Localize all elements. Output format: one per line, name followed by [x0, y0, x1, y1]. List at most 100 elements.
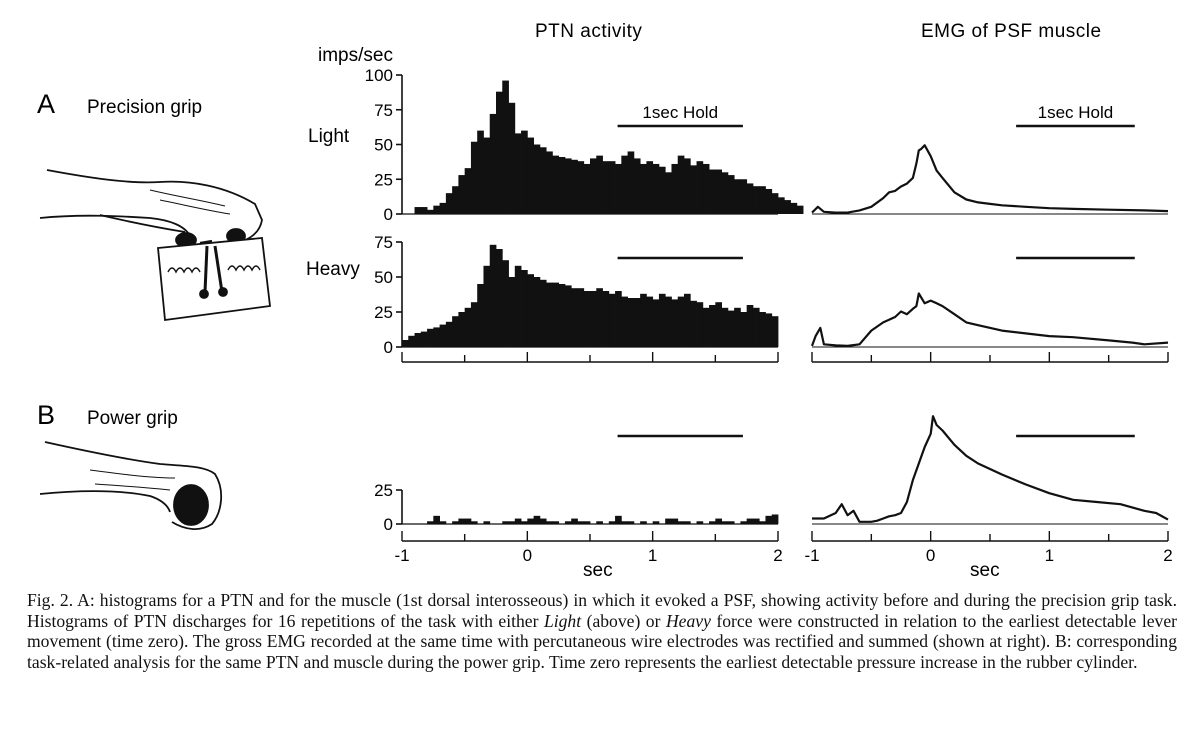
histogram-bar: [646, 296, 654, 347]
figure-caption: Fig. 2. A: histograms for a PTN and for …: [27, 590, 1177, 672]
emg-trace-2: [810, 256, 1169, 363]
histogram-bar: [646, 161, 654, 214]
histogram-bar: [684, 521, 691, 524]
histogram-bar: [671, 299, 679, 347]
histogram-bar: [727, 175, 735, 214]
time-tick-label: 0: [523, 546, 532, 565]
histogram-bar: [508, 521, 516, 524]
histogram-bar: [439, 202, 447, 214]
histogram-bar: [658, 166, 666, 214]
histogram-bar: [665, 296, 672, 347]
histogram-bar: [546, 282, 553, 347]
histogram-bar: [464, 518, 472, 524]
histogram-bar: [677, 521, 685, 524]
y-tick-label: 25: [374, 170, 393, 189]
histogram-bar: [477, 284, 484, 347]
histogram-bar: [596, 288, 603, 347]
histogram-bar: [477, 130, 484, 214]
histogram-bar: [709, 521, 716, 524]
histogram-bar: [427, 209, 434, 214]
histogram-bar: [608, 161, 616, 214]
histogram-bar: [759, 186, 766, 214]
histogram-bar: [546, 521, 553, 524]
histogram-bar: [608, 293, 616, 347]
caption-light: Light: [543, 610, 582, 631]
histogram-bar: [771, 193, 779, 214]
histogram-bar: [696, 161, 704, 214]
histogram-bar: [402, 340, 409, 347]
ptn-histogram-1: 0 25 50 75 100 1sec Hold: [365, 66, 804, 224]
histogram-bar: [521, 130, 528, 214]
histogram-bar: [571, 288, 578, 347]
histogram-bar: [527, 518, 534, 524]
figure: PTN activity EMG of PSF muscle imps/sec …: [37, 21, 1173, 580]
histogram-bar: [690, 165, 697, 214]
histogram-bar: [765, 313, 773, 347]
panel-a-label: Precision grip: [87, 97, 202, 118]
histogram-bar: [652, 521, 660, 524]
histogram-bar: [533, 515, 541, 524]
histogram-bar: [470, 302, 478, 347]
histogram-bar: [502, 260, 509, 347]
ptn-histogram-2: 0 25 50 75: [374, 233, 779, 363]
histogram-bar: [727, 310, 735, 347]
histogram-bar: [539, 147, 547, 214]
histogram-bar: [702, 307, 710, 347]
x-label-ptn: sec: [583, 560, 613, 580]
histogram-bar: [539, 518, 547, 524]
histogram-bar: [508, 277, 516, 347]
histogram-bar: [771, 514, 779, 524]
histogram-bar: [514, 133, 522, 214]
histogram-bar: [621, 521, 628, 524]
hold-label: 1sec Hold: [1038, 103, 1114, 122]
histogram-bar: [740, 179, 748, 214]
histogram-bar: [571, 159, 578, 214]
histogram-bar: [627, 151, 635, 214]
panel-a-letter: A: [37, 89, 55, 119]
histogram-bar: [633, 298, 641, 347]
histogram-bar: [684, 293, 691, 347]
histogram-bar: [564, 285, 572, 347]
histogram-bar: [615, 515, 622, 524]
hold-label: 1sec Hold: [642, 103, 718, 122]
histogram-bar: [577, 521, 585, 524]
y-unit-label: imps/sec: [318, 45, 393, 66]
histogram-bar: [577, 288, 585, 347]
y-tick-label: 0: [384, 205, 393, 224]
histogram-bar: [752, 186, 760, 214]
ptn-histogram-3: 025-1 0 1 2: [374, 434, 783, 565]
histogram-bar: [633, 158, 641, 214]
histogram-bar: [596, 155, 603, 214]
histogram-bar: [445, 193, 453, 214]
histogram-bar: [408, 335, 415, 347]
histogram-bar: [583, 163, 591, 214]
y-tick-label: 25: [374, 481, 393, 500]
histogram-bar: [533, 277, 541, 347]
histogram-bar: [452, 521, 459, 524]
histogram-bar: [702, 163, 710, 214]
histogram-bar: [439, 521, 447, 524]
histogram-bar: [684, 158, 691, 214]
power-grip-drawing: [39, 441, 222, 530]
histogram-bar: [671, 518, 679, 524]
histogram-bar: [746, 305, 754, 347]
histogram-bar: [583, 291, 591, 347]
precision-grip-drawing: [39, 169, 271, 322]
histogram-bar: [740, 521, 748, 524]
histogram-bar: [502, 521, 509, 524]
histogram-bar: [709, 169, 716, 214]
histogram-bar: [740, 312, 748, 347]
histogram-bar: [746, 183, 754, 214]
histogram-bar: [590, 291, 597, 347]
y-tick-label: 75: [374, 101, 393, 120]
histogram-bar: [671, 163, 679, 214]
histogram-bar: [433, 205, 440, 214]
histogram-bar: [458, 175, 466, 214]
histogram-bar: [564, 158, 572, 214]
histogram-bar: [420, 207, 428, 214]
time-tick-label: -1: [394, 546, 409, 565]
histogram-bar: [521, 521, 528, 524]
histogram-bar: [483, 137, 491, 214]
histogram-bar: [721, 521, 729, 524]
histogram-bar: [677, 296, 685, 347]
